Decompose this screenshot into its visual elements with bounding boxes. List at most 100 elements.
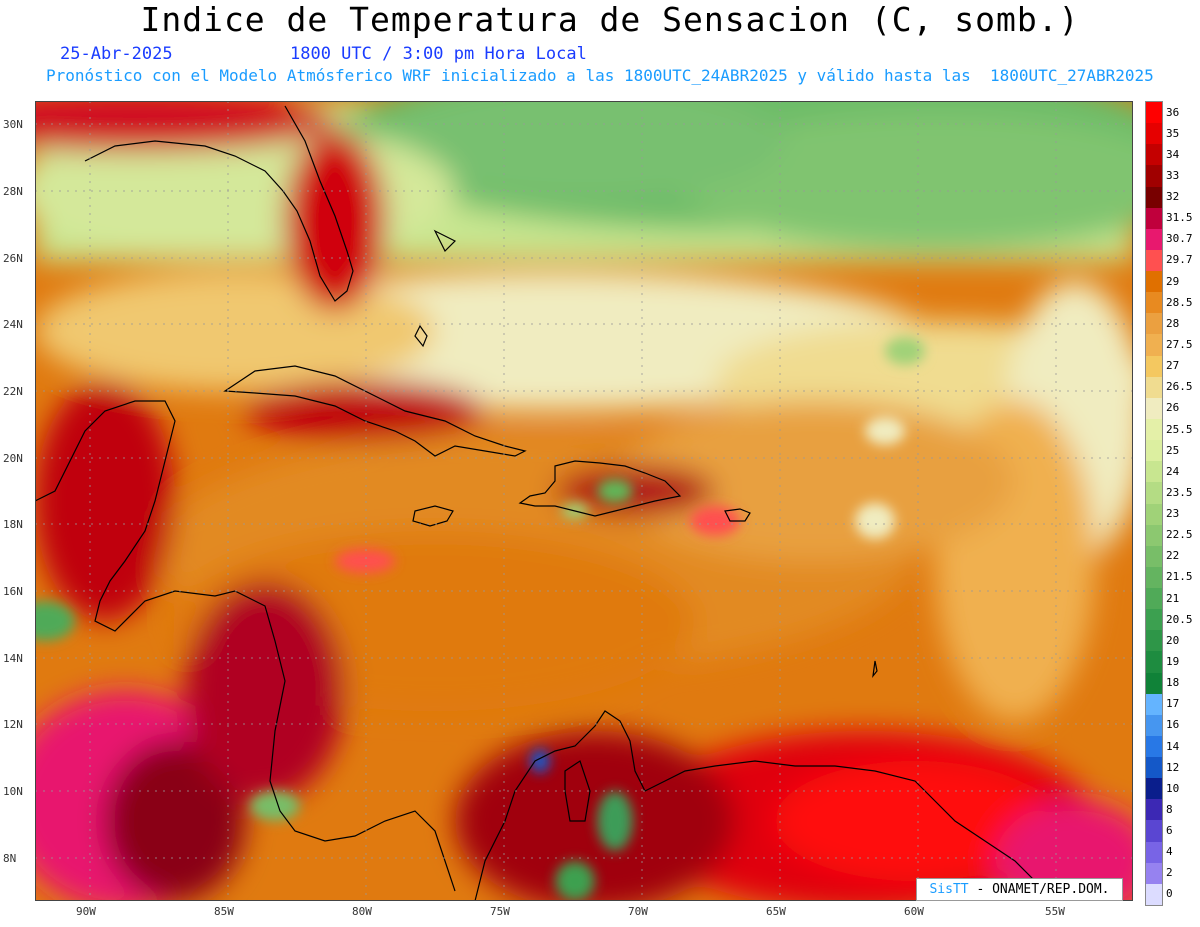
colorbar-label: 28.5 (1166, 295, 1193, 309)
colorbar-cell (1146, 418, 1162, 441)
colorbar-label: 29 (1166, 274, 1180, 288)
colorbar-label: 0 (1166, 887, 1173, 901)
lon-label: 70W (628, 905, 648, 918)
temperature-map (35, 101, 1133, 901)
lat-label: 22N (3, 385, 23, 398)
colorbar-cell (1146, 841, 1162, 864)
colorbar-label: 29.7 (1166, 253, 1193, 267)
colorbar-label: 26.5 (1166, 380, 1193, 394)
colorbar-label: 18 (1166, 676, 1180, 690)
colorbar-cell (1146, 630, 1162, 652)
colorbar-label: 23.5 (1166, 485, 1193, 499)
colorbar-label: 27 (1166, 359, 1180, 373)
colorbar-label: 24 (1166, 464, 1180, 478)
lat-label: 26N (3, 252, 23, 265)
colorbar-cell (1146, 693, 1162, 716)
lon-label: 85W (214, 905, 234, 918)
colorbar-cell (1146, 757, 1162, 779)
colorbar (1145, 101, 1163, 906)
colorbar-cell (1146, 545, 1162, 568)
colorbar-label: 31.5 (1166, 211, 1193, 225)
colorbar-cell (1146, 714, 1162, 737)
lon-label: 80W (352, 905, 372, 918)
colorbar-cell (1146, 799, 1162, 821)
colorbar-cell (1146, 123, 1162, 145)
colorbar-cell (1146, 144, 1162, 166)
colorbar-label: 27.5 (1166, 338, 1193, 351)
colorbar-cell (1146, 883, 1162, 906)
colorbar-cell (1146, 609, 1162, 631)
colorbar-label: 21 (1166, 591, 1180, 605)
lat-label: 30N (3, 118, 23, 131)
colorbar-cell (1146, 313, 1162, 335)
lat-label: 10N (3, 785, 23, 798)
colorbar-cell (1146, 271, 1162, 293)
chart-title: Indice de Temperatura de Sensacion (C, s… (140, 0, 1080, 39)
colorbar-label: 32 (1166, 190, 1180, 204)
colorbar-cell (1146, 862, 1162, 885)
colorbar-label: 2 (1166, 866, 1173, 880)
lon-label: 90W (76, 905, 96, 918)
colorbar-cell (1146, 376, 1162, 399)
colorbar-label: 20 (1166, 633, 1180, 647)
colorbar-cell (1146, 355, 1162, 378)
forecast-label: Pronóstico con el Modelo Atmósferico WRF… (46, 66, 1154, 85)
colorbar-cell (1146, 249, 1162, 272)
colorbar-label: 36 (1166, 105, 1180, 119)
lon-label: 75W (490, 905, 510, 918)
colorbar-label: 33 (1166, 168, 1180, 182)
colorbar-cell (1146, 165, 1162, 188)
sistpi-logo: SisTT (929, 882, 969, 897)
colorbar-cell (1146, 482, 1162, 504)
colorbar-label: 34 (1166, 147, 1180, 161)
lat-label: 12N (3, 718, 23, 731)
lat-label: 8N (3, 852, 17, 865)
colorbar-label: 22.5 (1166, 528, 1193, 542)
colorbar-cell (1146, 524, 1162, 547)
credit-text: - ONAMET/REP.DOM. (976, 882, 1110, 897)
colorbar-cell (1146, 672, 1162, 695)
colorbar-label: 25 (1166, 443, 1180, 457)
colorbar-cell (1146, 186, 1162, 209)
colorbar-cell (1146, 778, 1162, 800)
colorbar-cell (1146, 440, 1162, 462)
colorbar-label: 28 (1166, 316, 1180, 330)
colorbar-cell (1146, 588, 1162, 610)
lat-label: 28N (3, 185, 23, 198)
colorbar-label: 8 (1166, 802, 1173, 816)
colorbar-cell (1146, 820, 1162, 843)
lon-label: 60W (904, 905, 924, 918)
colorbar-cell (1146, 566, 1162, 589)
lat-label: 20N (3, 452, 23, 465)
colorbar-label: 4 (1166, 845, 1173, 859)
colorbar-label: 14 (1166, 739, 1180, 753)
colorbar-label: 16 (1166, 718, 1180, 732)
colorbar-label: 20.5 (1166, 612, 1193, 626)
colorbar-cell (1146, 397, 1162, 420)
colorbar-cell (1146, 102, 1162, 124)
colorbar-label: 10 (1166, 781, 1180, 795)
colorbar-label: 26 (1166, 401, 1180, 415)
lon-label: 65W (766, 905, 786, 918)
colorbar-label: 17 (1166, 697, 1180, 711)
colorbar-label: 6 (1166, 824, 1173, 838)
colorbar-cell (1146, 334, 1162, 357)
colorbar-label: 12 (1166, 760, 1180, 774)
colorbar-cell (1146, 735, 1162, 758)
colorbar-cell (1146, 228, 1162, 251)
colorbar-cell (1146, 461, 1162, 483)
colorbar-label: 23 (1166, 507, 1180, 521)
colorbar-cell (1146, 503, 1162, 526)
colorbar-label: 22 (1166, 549, 1180, 563)
colorbar-cell (1146, 292, 1162, 314)
credit-box: SisTT - ONAMET/REP.DOM. (916, 878, 1123, 901)
colorbar-label: 35 (1166, 126, 1180, 140)
lat-label: 16N (3, 585, 23, 598)
lon-label: 55W (1045, 905, 1065, 918)
colorbar-label: 21.5 (1166, 570, 1193, 584)
date-label: 25-Abr-2025 (60, 44, 173, 64)
colorbar-label: 25.5 (1166, 422, 1193, 436)
lat-label: 24N (3, 318, 23, 331)
lat-label: 18N (3, 518, 23, 531)
colorbar-label: 19 (1166, 654, 1180, 668)
